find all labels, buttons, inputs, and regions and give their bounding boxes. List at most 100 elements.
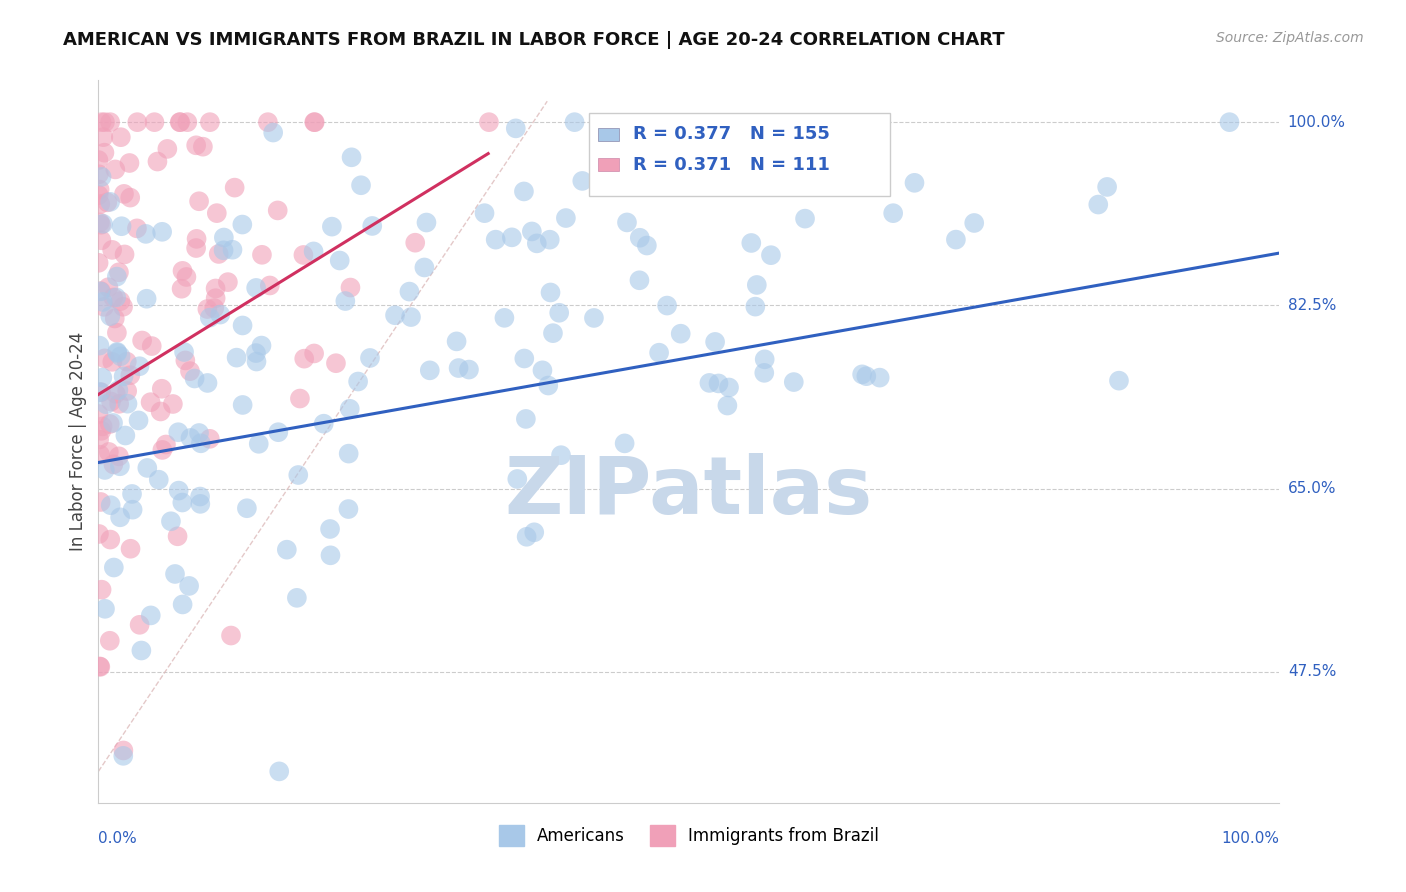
Point	[90, 424, 112, 438]
Text: ZIPatlas: ZIPatlas	[505, 453, 873, 531]
Point	[90, 495, 112, 509]
Point	[188, 490, 211, 504]
Point	[740, 235, 762, 250]
Text: 82.5%: 82.5%	[1288, 298, 1336, 313]
Point	[212, 230, 235, 244]
Point	[945, 233, 967, 247]
Point	[208, 247, 231, 261]
Point	[148, 473, 170, 487]
Point	[335, 293, 357, 308]
Point	[112, 748, 135, 763]
Point	[169, 115, 191, 129]
Point	[1087, 197, 1109, 211]
Point	[98, 309, 121, 323]
Point	[135, 227, 157, 241]
Point	[150, 225, 173, 239]
Point	[91, 294, 114, 309]
Point	[718, 380, 741, 394]
Point	[204, 291, 226, 305]
Point	[110, 130, 132, 145]
Point	[90, 218, 112, 232]
Text: Source: ZipAtlas.com: Source: ZipAtlas.com	[1216, 31, 1364, 45]
Point	[176, 115, 198, 129]
Point	[176, 270, 198, 285]
Point	[304, 115, 326, 129]
Point	[110, 294, 132, 309]
Point	[458, 362, 481, 376]
Text: 47.5%: 47.5%	[1288, 665, 1336, 680]
Point	[127, 115, 149, 129]
Point	[302, 244, 325, 259]
Point	[136, 461, 159, 475]
Point	[105, 346, 128, 360]
Point	[186, 232, 208, 246]
Point	[225, 351, 247, 365]
Text: R = 0.377   N = 155: R = 0.377 N = 155	[634, 126, 831, 144]
Point	[87, 407, 110, 421]
Point	[550, 448, 572, 462]
Point	[89, 197, 111, 211]
Point	[262, 126, 284, 140]
Point	[131, 643, 153, 657]
Point	[174, 353, 197, 368]
Point	[117, 397, 139, 411]
Point	[91, 217, 114, 231]
FancyBboxPatch shape	[598, 128, 619, 141]
Point	[340, 150, 363, 164]
Point	[257, 115, 280, 129]
Point	[413, 260, 436, 275]
Point	[114, 247, 136, 261]
Point	[104, 162, 127, 177]
Point	[131, 334, 153, 348]
Point	[93, 145, 115, 160]
Point	[90, 169, 112, 184]
Point	[505, 121, 527, 136]
Point	[146, 154, 169, 169]
Point	[89, 659, 111, 673]
Point	[190, 436, 212, 450]
Point	[582, 310, 605, 325]
Point	[205, 206, 228, 220]
FancyBboxPatch shape	[598, 158, 619, 171]
Point	[1095, 180, 1118, 194]
Point	[89, 385, 111, 400]
Text: 100.0%: 100.0%	[1222, 830, 1279, 846]
Point	[513, 351, 536, 366]
Point	[139, 608, 162, 623]
Point	[198, 115, 221, 129]
Point	[337, 447, 360, 461]
Point	[399, 310, 422, 324]
Point	[744, 300, 766, 314]
Point	[135, 292, 157, 306]
Point	[259, 278, 281, 293]
Point	[250, 248, 273, 262]
Point	[520, 224, 543, 238]
Point	[110, 349, 132, 363]
Point	[247, 437, 270, 451]
Point	[754, 352, 776, 367]
Point	[485, 233, 508, 247]
Point	[103, 560, 125, 574]
Point	[108, 459, 131, 474]
Point	[285, 591, 308, 605]
Point	[139, 395, 162, 409]
Point	[94, 115, 117, 129]
Point	[540, 285, 562, 300]
Point	[94, 463, 117, 477]
Point	[89, 448, 111, 462]
Point	[783, 375, 806, 389]
Text: 65.0%: 65.0%	[1288, 481, 1336, 496]
Point	[361, 219, 384, 233]
Point	[90, 385, 112, 400]
Point	[287, 468, 309, 483]
Point	[347, 375, 370, 389]
Point	[90, 582, 112, 597]
Point	[98, 194, 121, 209]
Point	[150, 442, 173, 457]
Point	[149, 404, 172, 418]
Point	[882, 206, 904, 220]
Point	[128, 359, 150, 374]
Point	[198, 310, 221, 325]
Point	[538, 233, 561, 247]
Point	[98, 417, 121, 431]
